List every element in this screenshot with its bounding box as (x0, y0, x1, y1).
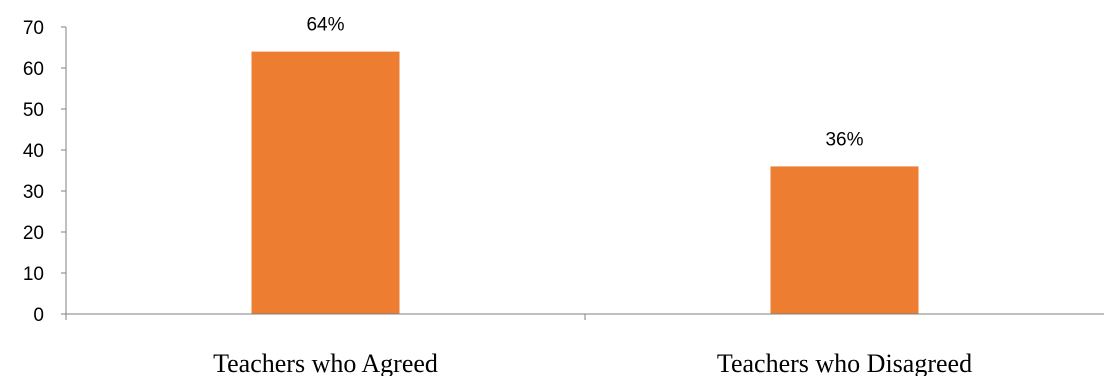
y-tick-label: 50 (23, 100, 44, 121)
bar-disagreed (770, 166, 919, 314)
data-label: 64% (306, 15, 344, 36)
y-tick-label: 30 (23, 182, 44, 203)
y-axis: 0 10 20 30 40 50 60 70 (23, 18, 67, 326)
x-axis: Teachers who Agreed Teachers who Disagree… (65, 313, 1104, 376)
y-tick-label: 0 (33, 305, 44, 326)
category-label: Teachers who Agreed (213, 349, 438, 376)
y-tick-label: 20 (23, 223, 44, 244)
data-label: 36% (825, 129, 863, 150)
bars: 64% 36% (251, 15, 919, 314)
y-tick-label: 70 (23, 18, 44, 39)
category-label: Teachers who Disagreed (717, 349, 972, 376)
bar-agreed (251, 51, 400, 314)
y-tick-label: 40 (23, 141, 44, 162)
y-tick-label: 10 (23, 264, 44, 285)
y-tick-label: 60 (23, 59, 44, 80)
